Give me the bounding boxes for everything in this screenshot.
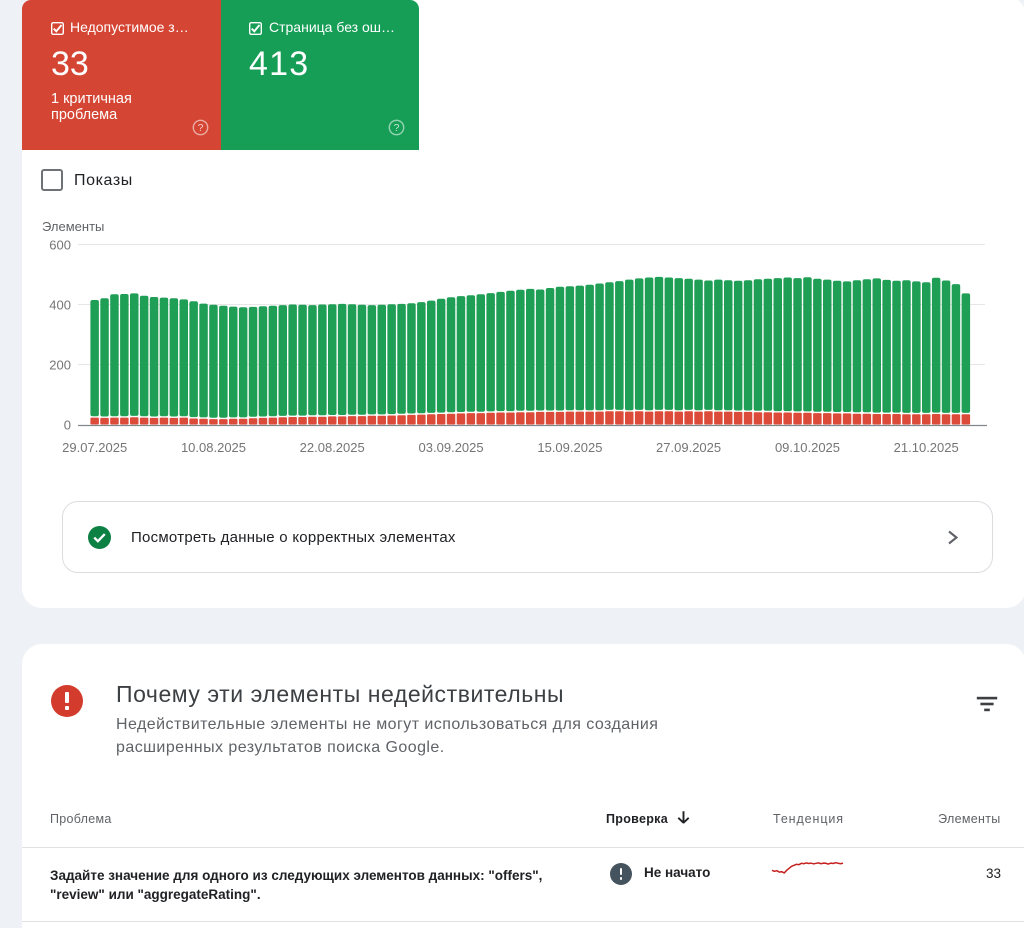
svg-text:400: 400 — [49, 298, 71, 313]
svg-text:29.07.2025: 29.07.2025 — [62, 440, 127, 455]
svg-text:22.08.2025: 22.08.2025 — [300, 440, 365, 455]
svg-text:0: 0 — [64, 418, 71, 433]
svg-text:?: ? — [394, 122, 400, 134]
svg-text:?: ? — [197, 122, 203, 134]
svg-text:03.09.2025: 03.09.2025 — [419, 440, 484, 455]
svg-text:09.10.2025: 09.10.2025 — [775, 440, 840, 455]
svg-text:15.09.2025: 15.09.2025 — [537, 440, 602, 455]
svg-text:27.09.2025: 27.09.2025 — [656, 440, 721, 455]
svg-text:200: 200 — [49, 358, 71, 373]
svg-text:600: 600 — [49, 238, 71, 253]
svg-text:10.08.2025: 10.08.2025 — [181, 440, 246, 455]
svg-text:21.10.2025: 21.10.2025 — [894, 440, 959, 455]
